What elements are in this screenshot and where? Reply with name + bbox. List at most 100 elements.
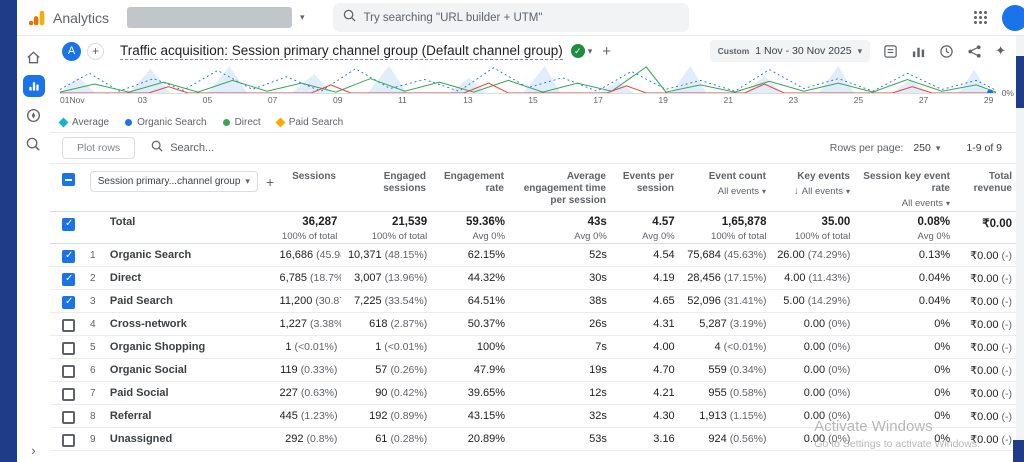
column-header-key-events[interactable]: Key events ↓ All events ▾ xyxy=(770,171,854,209)
legend-item-average[interactable]: Average xyxy=(58,117,109,128)
metric-value: ₹0.00 xyxy=(970,318,999,331)
nav-expand-chevron[interactable]: › xyxy=(31,442,36,458)
table-row[interactable]: 2Direct6,785(18.7%)3,007(13.96%)44.32%30… xyxy=(50,267,1016,290)
add-report-tab-button[interactable]: + xyxy=(602,42,612,60)
user-avatar[interactable] xyxy=(1002,4,1024,31)
add-comparison-button[interactable]: + xyxy=(87,42,104,60)
insights-sparkle-icon[interactable]: ✦ xyxy=(995,43,1006,58)
total-row[interactable]: Total 36,287 100% of total 21,539 100% of to… xyxy=(50,212,1016,244)
legend-item-organic-search[interactable]: Organic Search xyxy=(125,116,207,128)
legend-item-paid-search[interactable]: Paid Search xyxy=(275,116,344,128)
metric-cell: 0% xyxy=(854,364,954,376)
nav-explore-icon[interactable] xyxy=(23,104,45,126)
metric-subvalue: (0%) xyxy=(828,387,851,399)
metric-cell: 4.65 xyxy=(611,295,679,307)
account-selector[interactable] xyxy=(127,7,293,28)
metric-value: 0.00 xyxy=(803,364,826,376)
share-icon[interactable] xyxy=(967,44,982,59)
global-search-input[interactable]: Try searching "URL builder + UTM" xyxy=(332,3,689,32)
legend-label: Paid Search xyxy=(288,116,344,128)
legend-item-direct[interactable]: Direct xyxy=(222,117,261,128)
column-header-event-count[interactable]: Event count All events ▾ xyxy=(678,171,770,209)
row-checkbox[interactable] xyxy=(62,364,75,378)
row-checkbox[interactable] xyxy=(62,410,75,424)
column-filter-dropdown[interactable]: All events ▾ xyxy=(854,198,950,209)
row-checkbox-cell xyxy=(62,386,90,401)
table-row[interactable]: 9 Unassigned 292 (0.8%) 61 (0.28%) 20.89% 53s 3.… xyxy=(50,428,1016,451)
x-tick-label: 15 xyxy=(528,95,538,105)
dimension-selector-label: Session primary...channel group xyxy=(97,176,241,187)
legend-label: Organic Search xyxy=(137,116,207,128)
table-search-input[interactable]: Search... xyxy=(151,139,214,157)
table-row[interactable]: 6 Organic Social 119 (0.33%) 57 (0.26%) 47.9% 1… xyxy=(50,359,1016,382)
rows-per-page-label: Rows per page: xyxy=(829,142,904,154)
x-tick-label: 09 xyxy=(332,95,343,105)
metric-cell: 7s xyxy=(509,341,611,353)
row-number: 9 xyxy=(89,433,96,445)
row-checkbox[interactable] xyxy=(62,318,75,332)
column-header-sessions[interactable]: Sessions xyxy=(278,171,340,209)
row-checkbox[interactable] xyxy=(62,218,75,231)
metric-subvalue: (0.8%) xyxy=(306,433,338,445)
clock-history-icon[interactable] xyxy=(939,44,954,59)
select-all-checkbox[interactable] xyxy=(62,173,75,186)
row-checkbox[interactable] xyxy=(62,272,75,286)
table-row[interactable]: 4Cross-network1,227(3.38%)618(2.87%)50.3… xyxy=(50,313,1016,336)
metric-subvalue: (48.15%) xyxy=(384,249,428,261)
column-header-label: Sessions xyxy=(292,171,336,182)
chart-toggle-icon[interactable] xyxy=(911,44,926,59)
x-tick-label: 03 xyxy=(137,95,148,105)
scrollbar-thumb[interactable] xyxy=(1016,56,1024,108)
row-checkbox[interactable] xyxy=(62,433,75,447)
row-checkbox[interactable] xyxy=(62,387,75,401)
add-dimension-button[interactable]: + xyxy=(265,173,275,190)
rows-per-page-select[interactable]: 250 ▾ xyxy=(913,142,940,154)
metric-cell: 64.51% xyxy=(431,295,509,307)
metric-cell: 4.31 xyxy=(611,318,679,330)
vertical-scrollbar[interactable] xyxy=(1016,36,1024,462)
metric-value: 445 xyxy=(279,410,298,422)
row-checkbox[interactable] xyxy=(62,295,75,309)
table-row[interactable]: 8 Referral 445 (1.23%) 192 (0.89%) 43.15% 32s 4.… xyxy=(50,405,1016,428)
edit-note-icon[interactable] xyxy=(883,44,898,59)
metric-value: 11,200 xyxy=(279,295,313,307)
column-header-session-key-event-rate[interactable]: Session key event rate All events ▾ xyxy=(854,171,954,209)
metric-value: 12s xyxy=(589,387,607,399)
date-range-picker[interactable]: Custom 1 Nov - 30 Nov 2025 ▾ xyxy=(709,40,871,62)
column-header-average-engagement-time-per-session[interactable]: Average engagement time per session xyxy=(508,171,610,209)
metric-cell: 0.04% xyxy=(854,272,954,284)
metric-value: 0.00 xyxy=(803,433,826,445)
metric-value: 7,225 xyxy=(354,295,382,307)
nav-advertising-icon[interactable] xyxy=(23,133,45,155)
nav-reports-icon[interactable] xyxy=(22,75,45,97)
row-checkbox[interactable] xyxy=(62,249,75,263)
column-header-events-per-session[interactable]: Events per session xyxy=(610,171,678,209)
column-header-engaged-sessions[interactable]: Engaged sessions xyxy=(340,171,430,209)
apps-grid-icon[interactable] xyxy=(973,10,988,25)
row-checkbox[interactable] xyxy=(62,341,75,355)
dimension-selector[interactable]: Session primary...channel group ▾ xyxy=(89,171,258,192)
comparison-chip[interactable]: A xyxy=(62,41,81,61)
title-caret-icon[interactable]: ▾ xyxy=(587,45,593,56)
plot-rows-button[interactable]: Plot rows xyxy=(62,137,136,159)
column-filter-dropdown[interactable]: ↓ All events ▾ xyxy=(770,186,850,197)
metric-value: ₹0.00 xyxy=(970,364,999,377)
metric-value: 21,539 xyxy=(392,216,428,228)
data-quality-check-icon[interactable]: ✓ xyxy=(570,44,585,58)
table-row[interactable]: 7 Paid Social 227 (0.63%) 90 (0.42%) 39.65% 12s… xyxy=(50,382,1016,405)
metric-cell: ₹0.00 (-) xyxy=(954,341,1016,354)
metric-cell: 4.21 xyxy=(611,387,679,399)
metric-value: 0% xyxy=(934,364,951,376)
account-caret-icon[interactable]: ▾ xyxy=(300,12,305,22)
column-header-engagement-rate[interactable]: Engagement rate xyxy=(430,171,508,209)
column-header-total-revenue[interactable]: Total revenue xyxy=(954,171,1016,209)
metric-value: 59.36% xyxy=(466,216,506,228)
column-filter-dropdown[interactable]: All events ▾ xyxy=(678,186,766,197)
pagination-controls: Rows per page: 250 ▾ 1-9 of 9 xyxy=(830,142,1016,154)
timeseries-chart[interactable]: 01Nov 03 05 07 09 11 13 15 17 19 21 23 25 27 29 0% xyxy=(60,66,1014,112)
nav-home-icon[interactable] xyxy=(23,46,45,68)
table-row[interactable]: 5 Organic Shopping 1 (<0.01%) 1 (<0.01%) 100% 7… xyxy=(50,336,1016,359)
date-range-value: 1 Nov - 30 Nov 2025 xyxy=(755,45,852,57)
